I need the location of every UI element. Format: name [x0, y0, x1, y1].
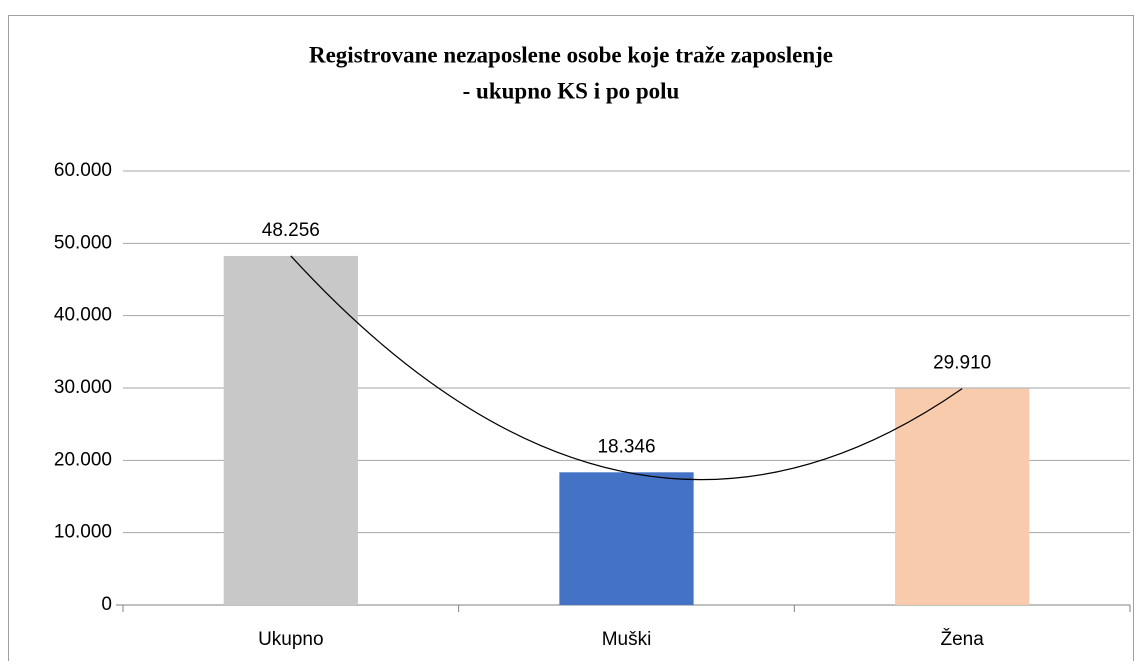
x-tick-label: Muški: [602, 629, 652, 650]
y-tick-label: 50.000: [54, 232, 112, 253]
y-tick-label: 10.000: [54, 522, 112, 543]
data-label: 48.256: [262, 220, 320, 241]
y-tick-label: 60.000: [54, 160, 112, 181]
chart-title: Registrovane nezaposlene osobe koje traž…: [309, 42, 833, 67]
bar: [895, 388, 1030, 605]
y-tick-label: 30.000: [54, 377, 112, 398]
trendline: [290, 255, 963, 481]
x-tick-label: Žena: [941, 628, 985, 650]
y-tick-label: 40.000: [54, 305, 112, 326]
x-tick-label: Ukupno: [258, 629, 324, 650]
bar: [223, 255, 358, 605]
data-label: 18.346: [597, 436, 655, 457]
chart-frame: [8, 15, 1134, 666]
chart-title: - ukupno KS i po polu: [463, 78, 680, 103]
y-tick-label: 0: [101, 594, 112, 615]
bar: [559, 472, 694, 605]
data-label: 29.910: [933, 353, 991, 374]
y-tick-label: 20.000: [54, 449, 112, 470]
